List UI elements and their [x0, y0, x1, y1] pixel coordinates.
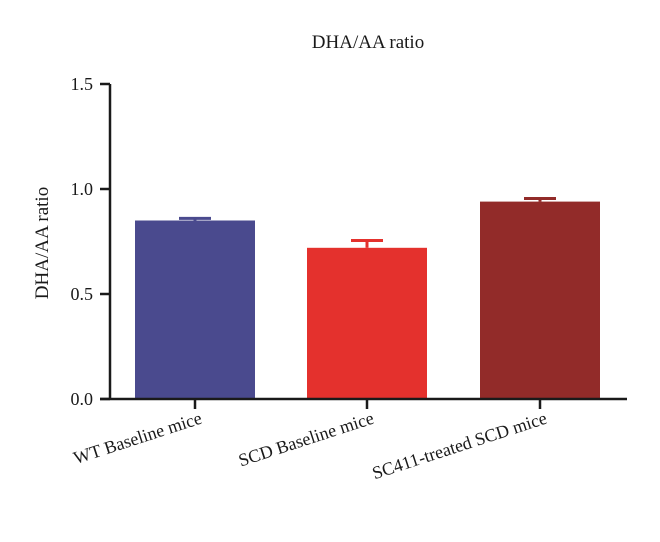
- x-tick-label: SCD Baseline mice: [236, 408, 376, 471]
- chart-title: DHA/AA ratio: [312, 32, 424, 53]
- y-tick-label: 0.0: [71, 389, 94, 409]
- x-tick-label: SC411-treated SCD mice: [370, 408, 550, 483]
- y-axis-label: DHA/AA ratio: [32, 187, 53, 299]
- bar: [135, 220, 255, 399]
- bar: [307, 247, 427, 399]
- y-tick-label: 1.0: [71, 179, 94, 199]
- bar: [480, 201, 600, 399]
- y-tick-label: 0.5: [71, 284, 94, 304]
- plot-area: 0.0 0.5 1.0 1.5 WT Baseline mice SCD Baseline…: [71, 74, 627, 483]
- y-tick-label: 1.5: [71, 74, 94, 94]
- x-tick-label: WT Baseline mice: [71, 408, 204, 468]
